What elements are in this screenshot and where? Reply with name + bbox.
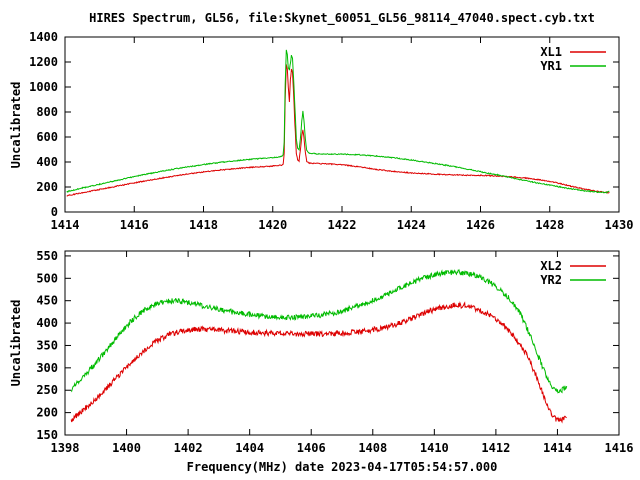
y-tick-label: 600 bbox=[36, 130, 58, 144]
y-tick-label: 400 bbox=[36, 155, 58, 169]
y-tick-label: 250 bbox=[36, 383, 58, 397]
x-tick-label: 1398 bbox=[51, 441, 80, 455]
y-tick-label: 400 bbox=[36, 316, 58, 330]
x-tick-label: 1414 bbox=[51, 218, 80, 232]
legend-label-XL2: XL2 bbox=[540, 259, 562, 273]
x-tick-label: 1430 bbox=[605, 218, 634, 232]
legend-label-YR2: YR2 bbox=[540, 273, 562, 287]
y-tick-label: 200 bbox=[36, 180, 58, 194]
y-tick-label: 1400 bbox=[29, 30, 58, 44]
x-tick-label: 1428 bbox=[535, 218, 564, 232]
y-tick-label: 1200 bbox=[29, 55, 58, 69]
x-tick-label: 1406 bbox=[297, 441, 326, 455]
series-XL2 bbox=[70, 301, 567, 424]
y-tick-label: 500 bbox=[36, 271, 58, 285]
y-tick-label: 200 bbox=[36, 406, 58, 420]
plot-border bbox=[64, 36, 620, 213]
x-tick-label: 1424 bbox=[397, 218, 426, 232]
y-tick-label: 300 bbox=[36, 361, 58, 375]
series-YR2 bbox=[70, 268, 568, 394]
x-tick-label: 1414 bbox=[543, 441, 572, 455]
x-tick-label: 1410 bbox=[420, 441, 449, 455]
x-tick-label: 1408 bbox=[358, 441, 387, 455]
x-axis-label: Frequency(MHz) date 2023-04-17T05:54:57.… bbox=[186, 460, 498, 474]
y-tick-label: 0 bbox=[51, 205, 58, 219]
y-tick-label: 150 bbox=[36, 428, 58, 442]
y-tick-label: 800 bbox=[36, 105, 58, 119]
x-tick-label: 1412 bbox=[481, 441, 510, 455]
panel-top: 1414 1416 1418 1420 1422 1424 1426 1428 1430 0 200… bbox=[29, 30, 633, 232]
y-tick-label: 550 bbox=[36, 249, 58, 263]
x-tick-label: 1422 bbox=[328, 218, 357, 232]
x-tick-label: 1400 bbox=[112, 441, 141, 455]
legend-label-YR1: YR1 bbox=[540, 59, 562, 73]
panel-bottom: 1398 1400 1402 1404 1406 1408 1410 1412 1414 1416… bbox=[36, 249, 633, 455]
legend-label-XL1: XL1 bbox=[540, 45, 562, 59]
x-tick-label: 1420 bbox=[258, 218, 287, 232]
y-tick-label: 350 bbox=[36, 338, 58, 352]
x-tick-label: 1426 bbox=[466, 218, 495, 232]
chart-title: HIRES Spectrum, GL56, file:Skynet_60051_… bbox=[89, 11, 595, 25]
series-XL1 bbox=[66, 64, 610, 197]
plot-border bbox=[64, 250, 620, 436]
y-tick-label: 450 bbox=[36, 294, 58, 308]
x-tick-label: 1416 bbox=[120, 218, 149, 232]
x-tick-label: 1418 bbox=[189, 218, 218, 232]
y-tick-label: 1000 bbox=[29, 80, 58, 94]
x-tick-label: 1404 bbox=[235, 441, 264, 455]
x-tick-label: 1416 bbox=[605, 441, 634, 455]
x-tick-label: 1402 bbox=[174, 441, 203, 455]
series-YR1 bbox=[66, 49, 610, 194]
